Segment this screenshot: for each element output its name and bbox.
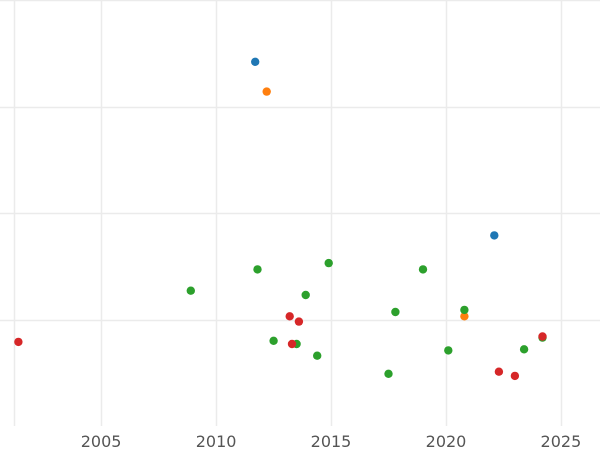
data-point-s4-6 (510, 371, 520, 381)
data-point-s4-7 (538, 332, 547, 341)
data-point-s3-11 (444, 346, 453, 355)
x-tick-label-2015: 2015 (311, 432, 352, 450)
data-point-s3-12 (460, 305, 469, 315)
data-point-s4-4 (294, 317, 304, 326)
data-point-s3-10 (418, 265, 428, 274)
data-point-s3-7 (324, 258, 333, 268)
data-point-s3-2 (253, 265, 262, 274)
data-point-s3-3 (269, 336, 278, 345)
data-point-s3-5 (301, 290, 310, 300)
data-point-s4-1 (14, 337, 23, 347)
x-tick-label-2010: 2010 (196, 432, 237, 450)
data-point-s3-1 (186, 286, 195, 295)
data-point-s1-2 (490, 231, 499, 240)
data-point-s4-2 (285, 312, 294, 321)
data-point-s3-8 (384, 369, 393, 378)
data-point-s2-1 (262, 87, 271, 96)
data-point-s3-9 (391, 307, 400, 317)
data-point-s3-13 (519, 345, 529, 354)
y-gridlines (0, 0, 600, 322)
x-tick-label-2005: 2005 (81, 432, 122, 450)
data-point-s2-2 (460, 312, 469, 321)
data-points (14, 57, 547, 381)
x-tick-labels: 2005 2010 2015 2020 2025 (81, 432, 582, 450)
data-point-s4-5 (494, 367, 504, 376)
data-point-s3-6 (313, 351, 322, 360)
x-tick-label-2020: 2020 (426, 432, 467, 450)
data-point-s1-1 (251, 57, 260, 66)
x-tick-label-2025: 2025 (541, 432, 582, 450)
x-gridlines (13, 0, 563, 426)
data-point-s4-3 (287, 339, 297, 349)
